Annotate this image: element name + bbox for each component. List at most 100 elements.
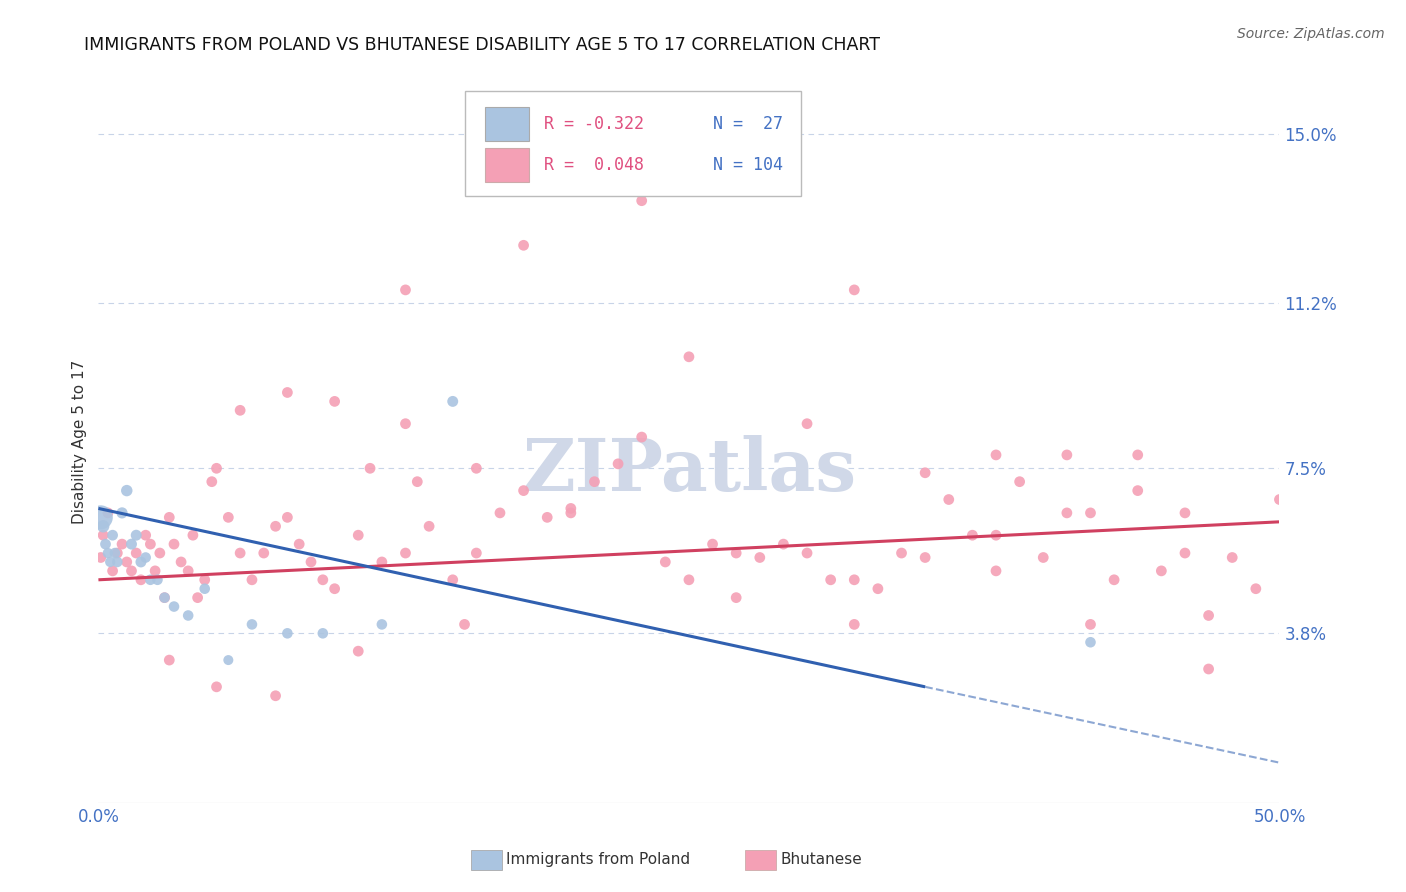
- Point: [125, 528, 148, 542]
- Point: [914, 466, 936, 480]
- Point: [276, 626, 298, 640]
- Point: [323, 582, 346, 596]
- Point: [796, 546, 818, 560]
- Text: Bhutanese: Bhutanese: [780, 853, 862, 867]
- Point: [135, 550, 157, 565]
- Point: [465, 546, 488, 560]
- Point: [111, 506, 134, 520]
- Point: [264, 519, 287, 533]
- Point: [98, 555, 121, 569]
- Point: [97, 546, 120, 560]
- Point: [984, 448, 1007, 462]
- Point: [866, 582, 889, 596]
- Point: [1174, 546, 1197, 560]
- Point: [312, 573, 335, 587]
- Point: [630, 430, 652, 444]
- Bar: [485, 107, 530, 141]
- Point: [90, 550, 112, 565]
- Point: [512, 483, 534, 498]
- Point: [217, 653, 239, 667]
- Point: [94, 537, 117, 551]
- Point: [725, 591, 748, 605]
- Point: [1008, 475, 1031, 489]
- Point: [157, 653, 180, 667]
- Point: [1150, 564, 1173, 578]
- Point: [240, 617, 263, 632]
- Point: [394, 283, 416, 297]
- Point: [146, 573, 169, 587]
- Point: [129, 555, 152, 569]
- Text: R =  0.048: R = 0.048: [544, 156, 644, 174]
- Point: [143, 564, 166, 578]
- Point: [177, 564, 200, 578]
- Point: [1126, 448, 1149, 462]
- Point: [121, 564, 143, 578]
- Point: [748, 550, 770, 565]
- Point: [194, 582, 217, 596]
- Point: [129, 573, 152, 587]
- Point: [962, 528, 984, 542]
- Point: [1080, 506, 1102, 520]
- Point: [702, 537, 724, 551]
- Point: [441, 573, 464, 587]
- Point: [1080, 617, 1102, 632]
- Point: [205, 680, 228, 694]
- Point: [654, 555, 676, 569]
- Point: [630, 194, 652, 208]
- Point: [187, 591, 209, 605]
- Point: [394, 417, 416, 431]
- Point: [115, 483, 138, 498]
- Point: [984, 564, 1007, 578]
- Point: [163, 599, 186, 614]
- Point: [170, 555, 193, 569]
- Point: [796, 417, 818, 431]
- Point: [149, 546, 172, 560]
- Point: [229, 546, 252, 560]
- Point: [678, 573, 700, 587]
- Point: [1056, 448, 1078, 462]
- Point: [560, 501, 582, 516]
- Point: [1244, 582, 1267, 596]
- Point: [105, 546, 128, 560]
- Point: [104, 546, 127, 560]
- Point: [359, 461, 381, 475]
- Point: [115, 555, 138, 569]
- Point: [288, 537, 311, 551]
- Point: [678, 350, 700, 364]
- Point: [1198, 662, 1220, 676]
- Point: [347, 644, 370, 658]
- Point: [1102, 573, 1125, 587]
- Point: [105, 555, 128, 569]
- Point: [253, 546, 276, 560]
- Point: [97, 506, 120, 520]
- Point: [512, 238, 534, 252]
- Point: [323, 394, 346, 409]
- Point: [748, 171, 770, 186]
- Point: [441, 394, 464, 409]
- Text: Immigrants from Poland: Immigrants from Poland: [506, 853, 690, 867]
- Point: [371, 555, 394, 569]
- Point: [194, 573, 217, 587]
- Point: [125, 546, 148, 560]
- Point: [217, 510, 239, 524]
- Point: [135, 528, 157, 542]
- Point: [1032, 550, 1054, 565]
- Point: [153, 591, 176, 605]
- Point: [772, 537, 794, 551]
- Point: [201, 475, 224, 489]
- Point: [465, 461, 488, 475]
- Point: [91, 519, 114, 533]
- Point: [607, 457, 630, 471]
- Point: [844, 573, 866, 587]
- Point: [394, 546, 416, 560]
- Text: N = 104: N = 104: [713, 156, 783, 174]
- Point: [418, 519, 440, 533]
- Point: [264, 689, 287, 703]
- Point: [984, 528, 1007, 542]
- Text: IMMIGRANTS FROM POLAND VS BHUTANESE DISABILITY AGE 5 TO 17 CORRELATION CHART: IMMIGRANTS FROM POLAND VS BHUTANESE DISA…: [84, 36, 880, 54]
- Point: [153, 591, 176, 605]
- Point: [536, 510, 558, 524]
- Point: [844, 283, 866, 297]
- Text: R = -0.322: R = -0.322: [544, 115, 644, 133]
- Point: [139, 537, 162, 551]
